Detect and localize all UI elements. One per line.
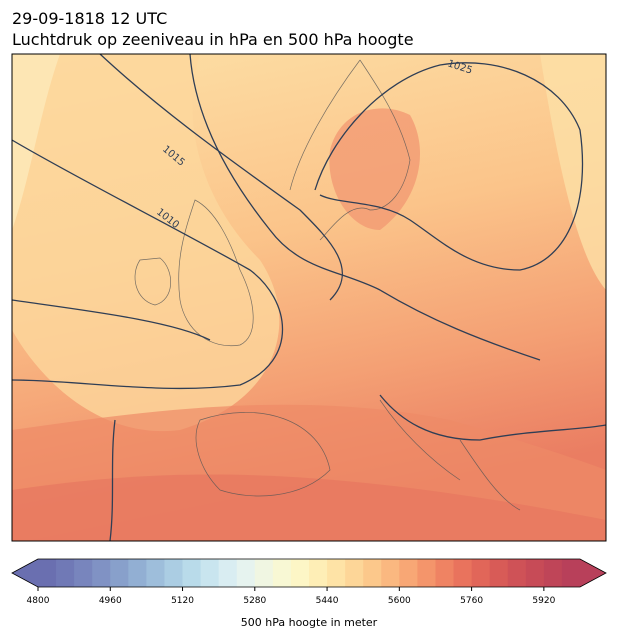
colorbar-segment	[345, 559, 364, 587]
colorbar-segment	[74, 559, 93, 587]
colorbar-extend-high	[580, 559, 606, 587]
title-line: Luchtdruk op zeeniveau in hPa en 500 hPa…	[12, 30, 414, 49]
colorbar-segment	[381, 559, 400, 587]
colorbar-outline	[11, 558, 607, 588]
colorbar-tick-label: 5600	[388, 596, 411, 606]
colorbar-segment	[218, 559, 238, 587]
colorbar-segment	[110, 559, 129, 587]
colorbar-segment	[128, 559, 147, 587]
colorbar-tick-label: 5120	[171, 596, 194, 606]
colorbar-tick-label: 5280	[243, 596, 266, 606]
colorbar-segment	[164, 559, 184, 587]
colorbar-segment	[290, 559, 310, 587]
colorbar-segment	[38, 559, 57, 587]
colorbar-segment	[200, 559, 220, 587]
colorbar-segment	[417, 559, 436, 587]
colorbar-segment	[507, 559, 527, 587]
colorbar-segment	[543, 559, 563, 587]
colorbar-segment	[363, 559, 382, 587]
colorbar-tick-label: 5760	[460, 596, 483, 606]
colorbar-segment	[471, 559, 491, 587]
colorbar-segment	[92, 559, 111, 587]
colorbar: 4800 4960 5120 5280 5440 5600 5760 5920	[11, 558, 607, 606]
colorbar-segment	[453, 559, 473, 587]
colorbar-segment	[525, 559, 545, 587]
colorbar-segment	[561, 559, 581, 587]
colorbar-segment	[182, 559, 202, 587]
map-area: 1025 1015 1010	[12, 54, 606, 541]
colorbar-tick-label: 4800	[27, 596, 50, 606]
colorbar-label: 500 hPa hoogte in meter	[241, 616, 378, 629]
colorbar-segment	[272, 559, 292, 587]
colorbar-segment	[309, 559, 328, 587]
colorbar-segment	[489, 559, 509, 587]
title-line: 29-09-1818 12 UTC	[12, 9, 168, 28]
colorbar-extend-low	[12, 559, 38, 587]
colorbar-segment	[146, 559, 165, 587]
colorbar-tick-label: 5920	[532, 596, 555, 606]
colorbar-tick-label: 4960	[99, 596, 122, 606]
colorbar-segment	[399, 559, 418, 587]
colorbar-segment	[56, 559, 75, 587]
colorbar-tick-label: 5440	[316, 596, 339, 606]
colorbar-segment	[236, 559, 256, 587]
colorbar-segment	[435, 559, 455, 587]
colorbar-segment	[254, 559, 274, 587]
colorbar-segment	[327, 559, 346, 587]
